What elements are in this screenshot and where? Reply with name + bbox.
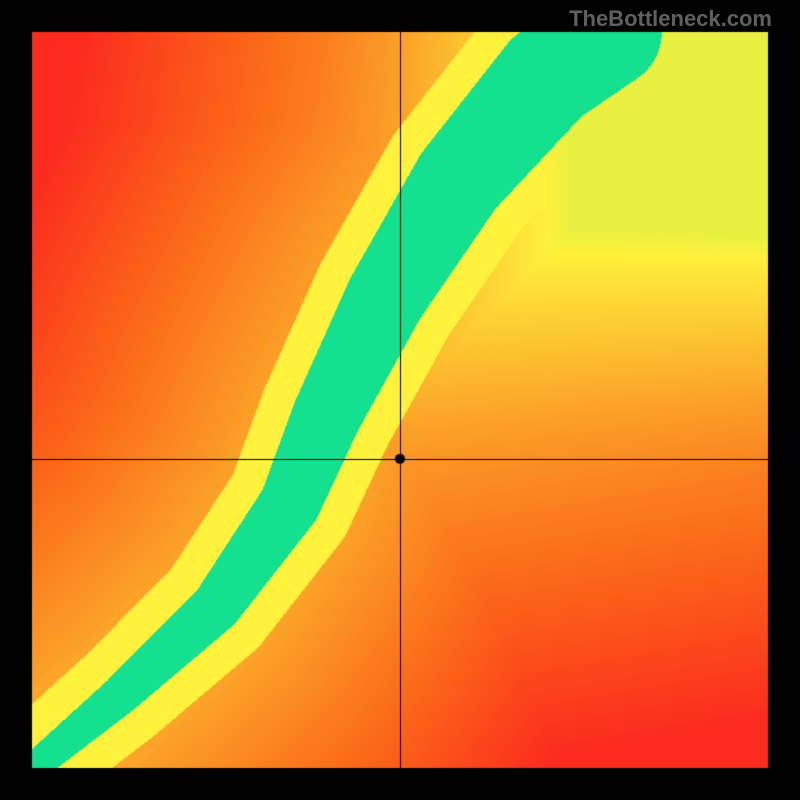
chart-container: { "watermark": { "text": "TheBottleneck.… bbox=[0, 0, 800, 800]
heatmap-canvas bbox=[0, 0, 800, 800]
watermark-text: TheBottleneck.com bbox=[569, 6, 772, 32]
